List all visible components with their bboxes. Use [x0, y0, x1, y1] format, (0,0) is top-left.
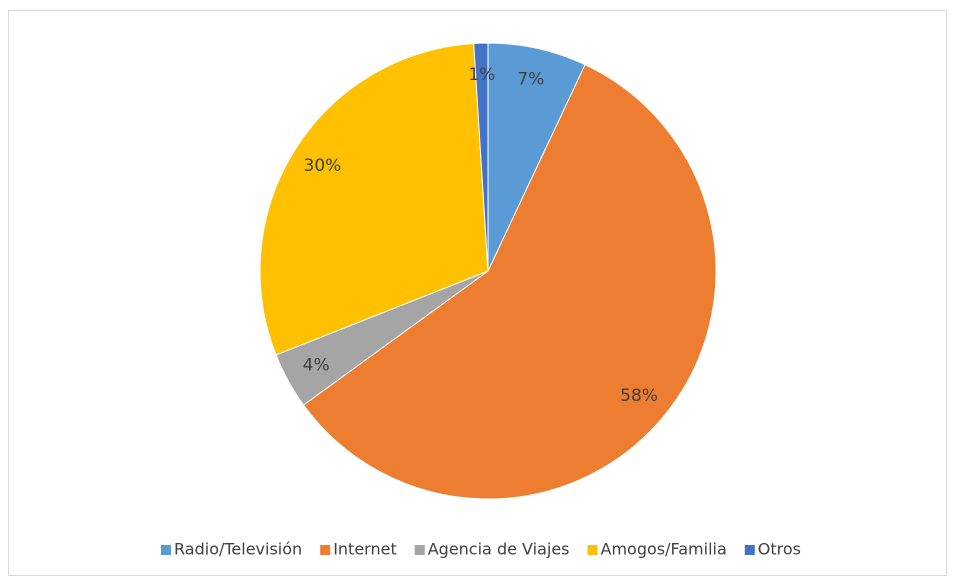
pie-slice [259, 42, 489, 356]
legend-swatch [161, 545, 172, 555]
legend-label: Otros [758, 540, 801, 559]
data-label: 1% [468, 65, 495, 85]
legend-swatch [744, 545, 755, 555]
legend-label: Agencia de Viajes [428, 540, 570, 559]
data-label: 4% [303, 355, 330, 375]
pie-slice [302, 64, 717, 500]
data-label: 58% [620, 386, 658, 406]
pie-slice [473, 42, 489, 272]
data-label: 30% [304, 156, 342, 176]
data-label: 7% [517, 70, 544, 90]
legend-label: Amogos/Familia [601, 540, 727, 559]
legend-swatch [587, 545, 598, 555]
legend-swatch [320, 545, 331, 555]
legend: Radio/Televisión Internet Agencia de Viaje… [161, 540, 801, 559]
legend-label: Internet [333, 540, 397, 559]
legend-swatch [414, 545, 425, 555]
legend-label: Radio/Televisión [174, 540, 302, 559]
